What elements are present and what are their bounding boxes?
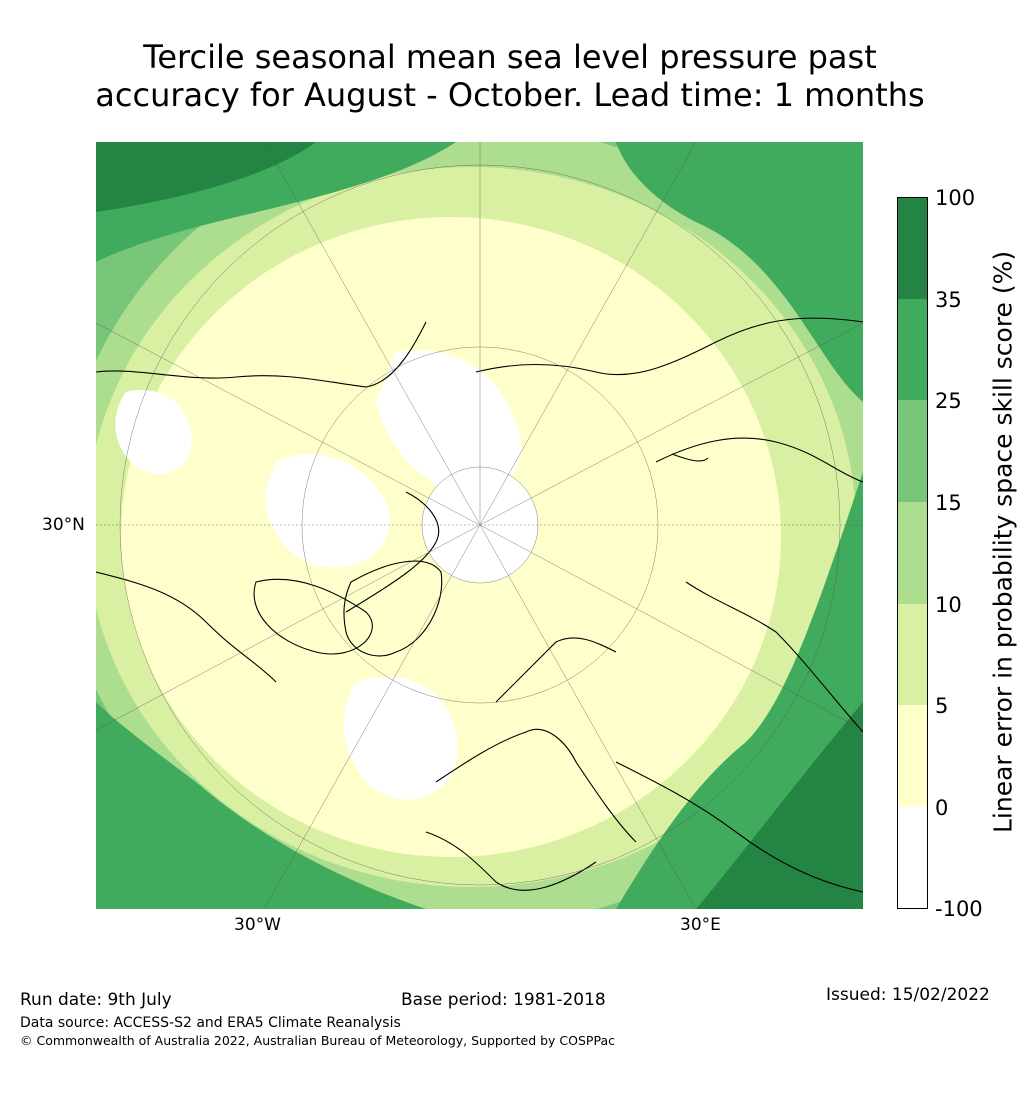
polar-map [96,142,863,909]
field-low-1 [376,350,522,494]
colorbar-tick-15: 15 [935,491,962,515]
lon-label-30e: 30°E [680,915,721,935]
colorbar-bin-35-100 [897,197,928,299]
graticule [96,142,863,909]
colorbar-tick-5: 5 [935,694,949,718]
run-date: Run date: 9th July [20,990,172,1010]
colorbar-bin-25-35 [897,299,928,400]
field-low-3 [343,676,458,800]
colorbar [897,197,928,909]
colorbar-tick-neg100: -100 [935,897,983,921]
copyright: © Commonwealth of Australia 2022, Austra… [20,1033,615,1048]
colorbar-bin-0-5 [897,705,928,807]
field-low-2 [265,454,390,568]
greenland-coast [343,560,443,657]
field-high-ne [616,142,863,402]
title-line-2: accuracy for August - October. Lead time… [95,76,925,114]
data-source: Data source: ACCESS-S2 and ERA5 Climate … [20,1015,401,1031]
colorbar-tick-35: 35 [935,288,962,312]
colorbar-tick-100: 100 [935,186,976,210]
field-low-4 [115,390,192,474]
field-top-nw [96,142,316,212]
title-line-1: Tercile seasonal mean sea level pressure… [143,38,877,76]
chart-title: Tercile seasonal mean sea level pressure… [0,38,1020,114]
colorbar-tick-0: 0 [935,796,949,820]
coastlines [96,317,863,893]
field-high-sw [96,702,426,909]
field-top-se [696,702,863,909]
colorbar-title: Linear error in probability space skill … [988,250,1018,833]
colorbar-bin-15-25 [897,400,928,502]
colorbar-tick-25: 25 [935,389,962,413]
colorbar-bin-neg100-0 [897,807,928,909]
colorbar-bin-10-15 [897,502,928,604]
lat-label-30n: 30°N [42,515,85,535]
lon-label-30w: 30°W [234,915,281,935]
issued-date: Issued: 15/02/2022 [826,985,990,1005]
colorbar-bin-5-10 [897,604,928,705]
base-period: Base period: 1981-2018 [401,990,606,1010]
colorbar-tick-10: 10 [935,593,962,617]
